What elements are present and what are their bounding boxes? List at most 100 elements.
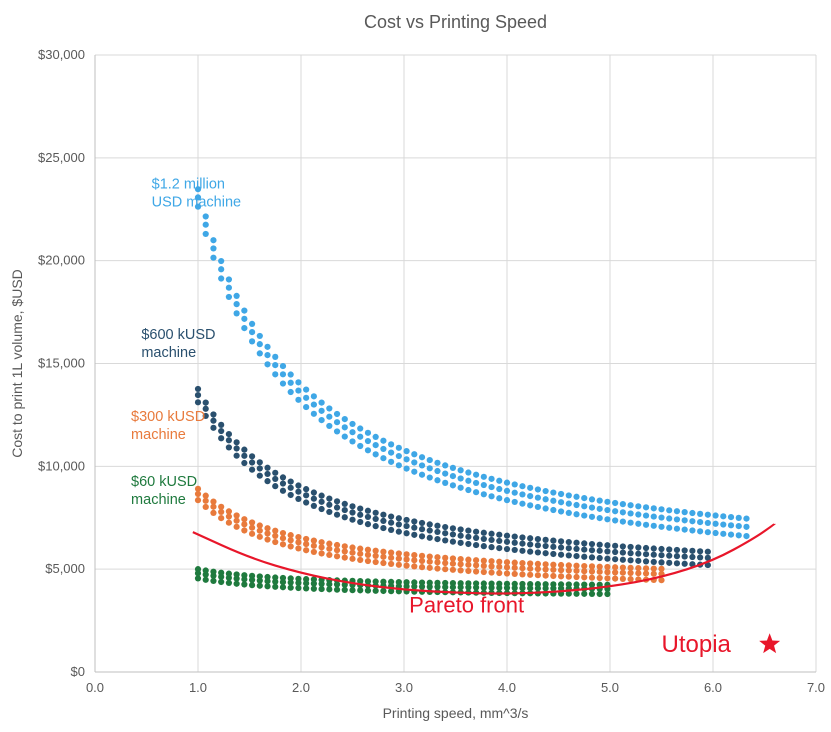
- data-point: [581, 503, 587, 509]
- data-point: [288, 485, 294, 491]
- data-point: [218, 428, 224, 434]
- data-point: [427, 535, 433, 541]
- data-point: [573, 540, 579, 546]
- data-point: [465, 541, 471, 547]
- data-point: [218, 275, 224, 281]
- data-point: [519, 501, 525, 507]
- data-point: [388, 513, 394, 519]
- data-point: [203, 231, 209, 237]
- data-point: [380, 560, 386, 566]
- data-point: [512, 571, 518, 577]
- data-point: [519, 534, 525, 540]
- data-point: [496, 545, 502, 551]
- data-point: [373, 559, 379, 565]
- data-point: [450, 465, 456, 471]
- data-point: [519, 560, 525, 566]
- data-point: [319, 499, 325, 505]
- data-point: [543, 537, 549, 543]
- data-point: [295, 545, 301, 551]
- data-point: [357, 434, 363, 440]
- data-point: [218, 422, 224, 428]
- data-point: [535, 536, 541, 542]
- data-point: [349, 556, 355, 562]
- data-point: [403, 579, 409, 585]
- data-point: [558, 552, 564, 558]
- data-point: [604, 564, 610, 570]
- data-point: [303, 499, 309, 505]
- data-point: [195, 399, 201, 405]
- data-point: [319, 400, 325, 406]
- data-point: [550, 581, 556, 587]
- data-point: [349, 429, 355, 435]
- data-point: [295, 576, 301, 582]
- data-point: [527, 560, 533, 566]
- data-point: [326, 541, 332, 547]
- svg-text:$10,000: $10,000: [38, 458, 85, 473]
- data-point: [651, 559, 657, 565]
- data-point: [612, 549, 618, 555]
- data-point: [342, 514, 348, 520]
- data-point: [527, 502, 533, 508]
- data-point: [411, 459, 417, 465]
- data-point: [473, 557, 479, 563]
- data-point: [226, 294, 232, 300]
- data-point: [403, 563, 409, 569]
- data-point: [566, 552, 572, 558]
- data-point: [666, 525, 672, 531]
- data-point: [527, 581, 533, 587]
- data-point: [357, 443, 363, 449]
- data-point: [427, 553, 433, 559]
- data-point: [628, 544, 634, 550]
- data-point: [473, 568, 479, 574]
- data-point: [349, 421, 355, 427]
- data-point: [473, 489, 479, 495]
- data-point: [210, 425, 216, 431]
- data-point: [465, 528, 471, 534]
- data-point: [581, 546, 587, 552]
- data-point: [365, 578, 371, 584]
- data-point: [403, 448, 409, 454]
- svg-text:$20,000: $20,000: [38, 253, 85, 268]
- data-point: [519, 571, 525, 577]
- data-point: [589, 514, 595, 520]
- data-point: [658, 552, 664, 558]
- data-point: [481, 491, 487, 497]
- data-point: [272, 528, 278, 534]
- svg-text:$0: $0: [71, 664, 85, 679]
- data-point: [705, 549, 711, 555]
- data-point: [342, 416, 348, 422]
- data-point: [550, 562, 556, 568]
- data-point: [566, 492, 572, 498]
- data-point: [234, 310, 240, 316]
- svg-text:$25,000: $25,000: [38, 150, 85, 165]
- data-point: [543, 573, 549, 579]
- data-point: [550, 489, 556, 495]
- data-point: [658, 546, 664, 552]
- data-point: [210, 569, 216, 575]
- data-point: [658, 559, 664, 565]
- data-point: [249, 338, 255, 344]
- data-point: [589, 554, 595, 560]
- data-point: [450, 555, 456, 561]
- data-point: [535, 581, 541, 587]
- data-point: [643, 551, 649, 557]
- data-point: [566, 501, 572, 507]
- data-point: [481, 569, 487, 575]
- data-point: [589, 496, 595, 502]
- data-point: [388, 527, 394, 533]
- data-point: [241, 325, 247, 331]
- data-point: [295, 387, 301, 393]
- data-point: [512, 481, 518, 487]
- data-point: [427, 527, 433, 533]
- data-point: [288, 575, 294, 581]
- data-point: [365, 447, 371, 453]
- data-point: [295, 489, 301, 495]
- svg-text:1.0: 1.0: [189, 680, 207, 695]
- data-point: [620, 519, 626, 525]
- data-point: [558, 573, 564, 579]
- data-point: [682, 547, 688, 553]
- data-point: [728, 514, 734, 520]
- data-point: [635, 511, 641, 517]
- data-point: [504, 581, 510, 587]
- data-point: [234, 524, 240, 530]
